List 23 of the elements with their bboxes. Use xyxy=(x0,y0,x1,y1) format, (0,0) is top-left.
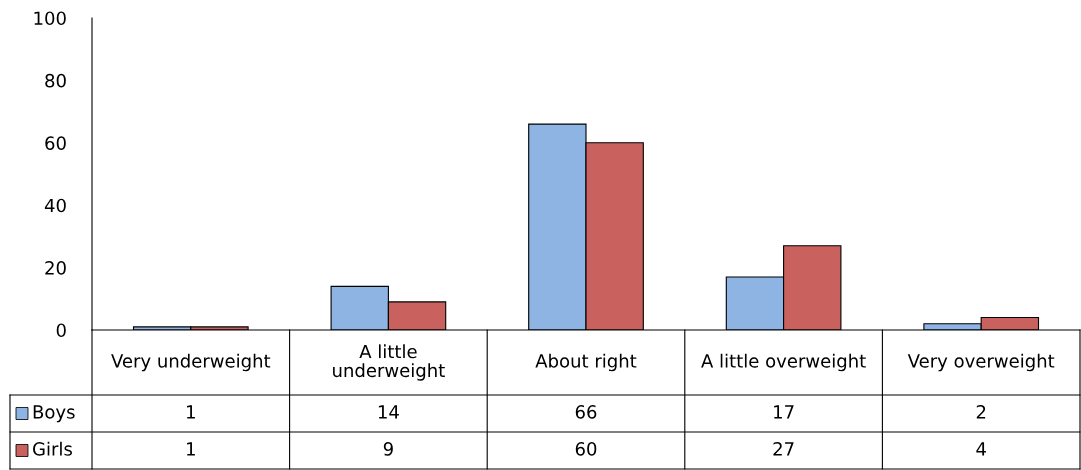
data-label: 60 xyxy=(575,442,597,456)
legend-label: Boys xyxy=(33,405,75,423)
y-tick-label: 40 xyxy=(44,198,66,213)
data-label: 17 xyxy=(774,405,794,419)
y-tick-label: 0 xyxy=(56,323,66,338)
x-tick-label: A little underweight xyxy=(333,344,445,381)
y-tick-label: 100 xyxy=(34,11,66,26)
x-tick-label: Very overweight xyxy=(907,353,1055,372)
y-tick-label: 80 xyxy=(45,73,66,88)
data-label: 4 xyxy=(976,442,986,456)
data-label: 14 xyxy=(378,405,399,419)
data-label: 1 xyxy=(187,405,195,419)
x-tick-label: Very underweight xyxy=(111,353,271,372)
data-label: 9 xyxy=(383,442,393,456)
x-tick-label: About right xyxy=(535,353,637,372)
data-label: 2 xyxy=(976,405,986,419)
data-label: 1 xyxy=(187,442,195,456)
x-tick-label: A little overweight xyxy=(701,353,866,372)
legend-label: Girls xyxy=(33,441,72,456)
data-label: 27 xyxy=(773,442,794,456)
y-tick-label: 20 xyxy=(45,261,66,275)
data-label: 66 xyxy=(575,405,597,419)
y-tick-label: 60 xyxy=(45,136,66,150)
